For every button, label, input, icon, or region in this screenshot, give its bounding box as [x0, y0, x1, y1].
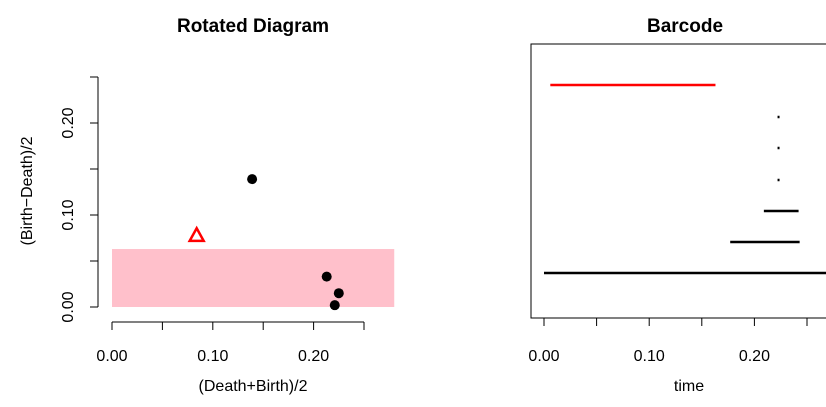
rotated-diagram-points	[187, 174, 344, 311]
rotated-diagram-x-ticks: 0.00 0.10 0.20	[96, 322, 365, 365]
rotated-diagram-x-label: (Death+Birth)/2	[199, 378, 308, 395]
barcode-x-tick-label: 0.20	[739, 348, 770, 365]
rotated-diagram-title: Rotated Diagram	[177, 16, 329, 37]
rotated-diagram-point-triangle	[187, 225, 206, 243]
rotated-diagram-x-tick-label: 0.20	[298, 348, 329, 365]
rotated-diagram-y-tick-label: 0.10	[60, 199, 77, 230]
barcode-x-tick-label: 0.00	[528, 348, 559, 365]
barcode-panel: Barcode 0.00 0.10 0.20 time	[528, 16, 826, 395]
barcode-x-tick-label: 0.10	[634, 348, 665, 365]
rotated-diagram-band	[112, 249, 395, 307]
rotated-diagram-y-ticks: 0.00 0.10 0.20	[60, 76, 98, 323]
rotated-diagram-y-label: (Birth−Death)/2	[19, 136, 36, 245]
rotated-diagram-point-0	[247, 174, 258, 185]
rotated-diagram-y-tick-label: 0.00	[60, 291, 77, 322]
rotated-diagram-point-3	[329, 300, 340, 311]
rotated-diagram-x-tick-label: 0.10	[197, 348, 228, 365]
barcode-title: Barcode	[647, 16, 723, 37]
rotated-diagram-x-tick-label: 0.00	[96, 348, 127, 365]
barcode-bars	[544, 83, 826, 275]
rotated-diagram-y-tick-label: 0.20	[60, 107, 77, 138]
barcode-x-label: time	[674, 378, 704, 395]
rotated-diagram-point-1	[321, 271, 332, 282]
rotated-diagram-point-2	[333, 288, 344, 299]
barcode-x-ticks: 0.00 0.10 0.20	[528, 318, 808, 365]
rotated-diagram-panel: Rotated Diagram 0.00 0.10 0.20 0.00 0.10 0.2…	[19, 16, 395, 395]
